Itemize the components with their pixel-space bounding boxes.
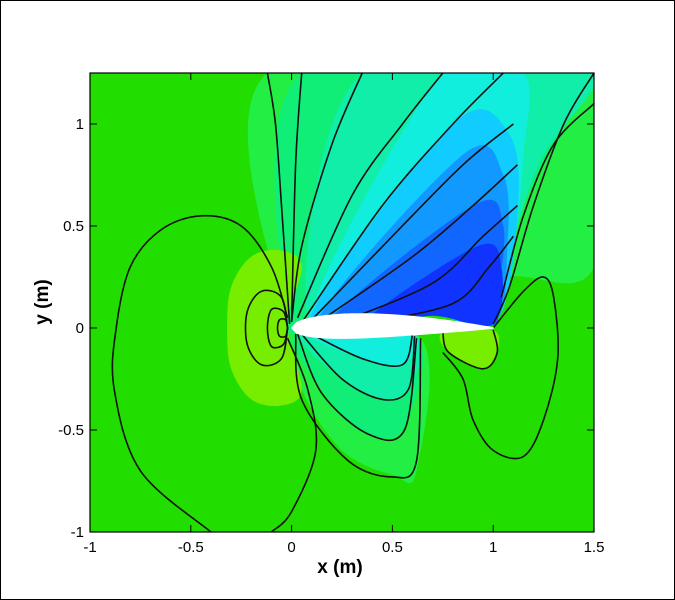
contour-line xyxy=(296,73,444,319)
contour-line xyxy=(266,73,291,324)
contour-line xyxy=(276,318,289,338)
contour-line xyxy=(290,73,303,322)
y-tick-label: -0.5 xyxy=(58,422,84,439)
x-tick-label: 0.5 xyxy=(382,539,403,556)
y-tick-label: -1 xyxy=(71,524,84,541)
y-axis-label: y (m) xyxy=(32,279,53,324)
x-axis-label: x (m) xyxy=(317,557,362,578)
y-tick-label: 1 xyxy=(76,116,84,133)
y-tick-label: 0.5 xyxy=(63,218,84,235)
x-tick-label: -0.5 xyxy=(178,539,204,556)
contour-line xyxy=(341,205,518,323)
x-axis-ticks: -1 -0.5 0 0.5 1 1.5 xyxy=(83,73,604,556)
contour-fills xyxy=(90,73,594,532)
contour-line xyxy=(294,334,422,479)
contour-line xyxy=(321,164,518,321)
plot-area-border xyxy=(89,72,595,533)
contour-line xyxy=(303,73,504,321)
contour-line xyxy=(301,333,416,401)
fill-region-te-region xyxy=(439,328,500,369)
contour-line xyxy=(290,73,363,323)
y-tick-label: 0 xyxy=(76,320,84,337)
contour-line xyxy=(442,329,499,370)
contour-lines xyxy=(111,73,594,532)
contour-line xyxy=(270,337,318,532)
airfoil-shape xyxy=(290,313,494,339)
contour-line xyxy=(311,123,514,321)
x-tick-label: 0 xyxy=(287,539,295,556)
fill-region-upper-fan-8 xyxy=(361,243,503,328)
contour-line xyxy=(296,333,418,442)
y-axis-ticks: -1 -0.5 0 0.5 1 xyxy=(58,116,594,541)
x-tick-label: -1 xyxy=(83,539,96,556)
contour-line xyxy=(307,331,414,368)
contour-line xyxy=(500,103,594,298)
fill-region-le-stagnation xyxy=(227,249,302,407)
airfoil xyxy=(290,313,494,339)
x-tick-label: 1.5 xyxy=(584,539,605,556)
contour-line xyxy=(442,276,559,460)
x-tick-label: 1 xyxy=(489,539,497,556)
contour-line xyxy=(492,73,594,325)
contour-line xyxy=(244,289,289,367)
contour-line xyxy=(266,307,289,349)
contour-line xyxy=(111,214,289,532)
